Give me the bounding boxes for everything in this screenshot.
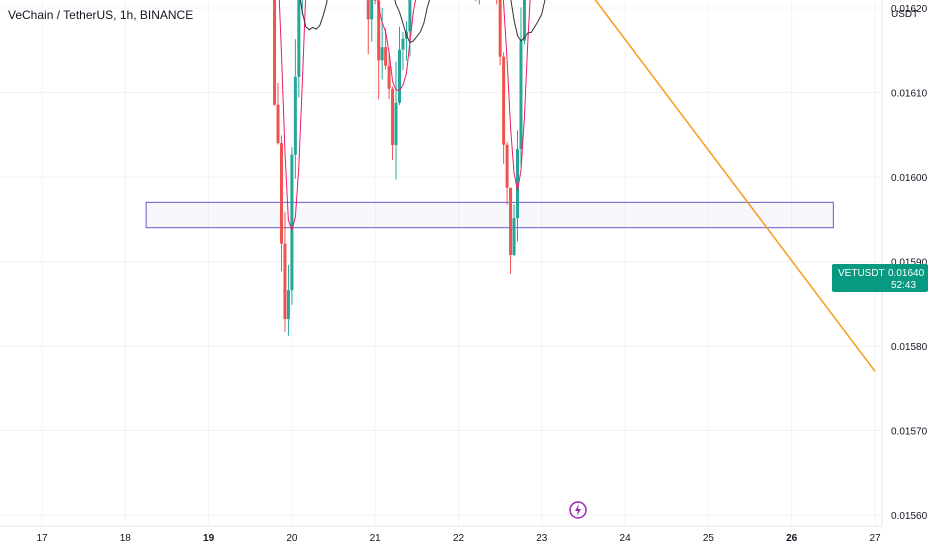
x-tick-label: 26 [786,533,798,544]
candle-body [394,102,398,146]
x-tick-label: 22 [453,533,465,544]
trend-line [594,0,876,372]
ma-fast-line [278,0,531,232]
x-axis[interactable]: 17 18 19 20 21 22 23 24 25 26 27 [36,533,881,544]
x-tick-label: 27 [869,533,881,544]
candle-body [509,187,513,255]
candle-body [505,144,509,188]
candle-body [519,40,523,150]
y-tick-label: 0.01570 [891,427,928,438]
candle-body [512,218,516,255]
candle-body [273,0,277,105]
y-tick-label: 0.01600 [891,173,928,184]
price-tag-symbol: VETUSDT [838,268,885,279]
drawings-layer [594,0,876,372]
x-tick-label: 20 [286,533,298,544]
candle-body [401,38,405,50]
y-tick-label: 0.01580 [891,342,928,353]
candle-body [408,0,412,32]
candle-body [290,154,294,291]
y-tick-label: 0.01590 [891,258,928,269]
candle-body [283,243,287,319]
chart-title: VeChain / TetherUS, 1h, BINANCE [8,8,193,22]
candle-body [391,88,395,146]
candle-body [373,0,377,1]
grid-layer [0,0,883,527]
currency-label: USDT [891,9,918,20]
price-tag-countdown: 52:43 [891,280,916,291]
candle-body [276,104,280,144]
candle-body [502,56,506,145]
y-axis[interactable]: 0.017200.017100.017000.016900.016800.016… [891,0,928,522]
x-tick-label: 25 [703,533,715,544]
candle-body [498,0,502,57]
candle-body [286,290,290,319]
x-tick-label: 17 [36,533,48,544]
candle-body [279,143,283,244]
x-tick-label: 21 [370,533,382,544]
price-tag-price: 0.01640 [888,268,925,279]
candle-body [380,47,384,61]
candle-body [366,0,370,20]
lightning-icon[interactable] [569,501,587,519]
candle-body [384,47,388,66]
support-zone [145,201,834,229]
ma-slow-line [299,0,546,44]
candle-body [297,0,301,77]
x-tick-label: 23 [536,533,548,544]
candle-body [370,0,374,20]
candle-body [397,49,401,103]
y-tick-label: 0.01620 [891,4,928,15]
zones-layer [145,201,834,229]
y-tick-label: 0.01610 [891,89,928,100]
candles-layer [273,0,526,336]
candle-body [516,149,520,219]
y-tick-label: 0.01560 [891,511,928,522]
candle-body [293,76,297,155]
x-tick-label: 19 [203,533,215,544]
candle-body [522,0,526,41]
price-tag: VETUSDT 0.01640 52:43 [832,264,928,292]
x-tick-label: 24 [620,533,632,544]
ma-layer [278,0,546,232]
x-tick-label: 18 [120,533,132,544]
candle-body [377,0,381,61]
candle-body [387,65,391,89]
